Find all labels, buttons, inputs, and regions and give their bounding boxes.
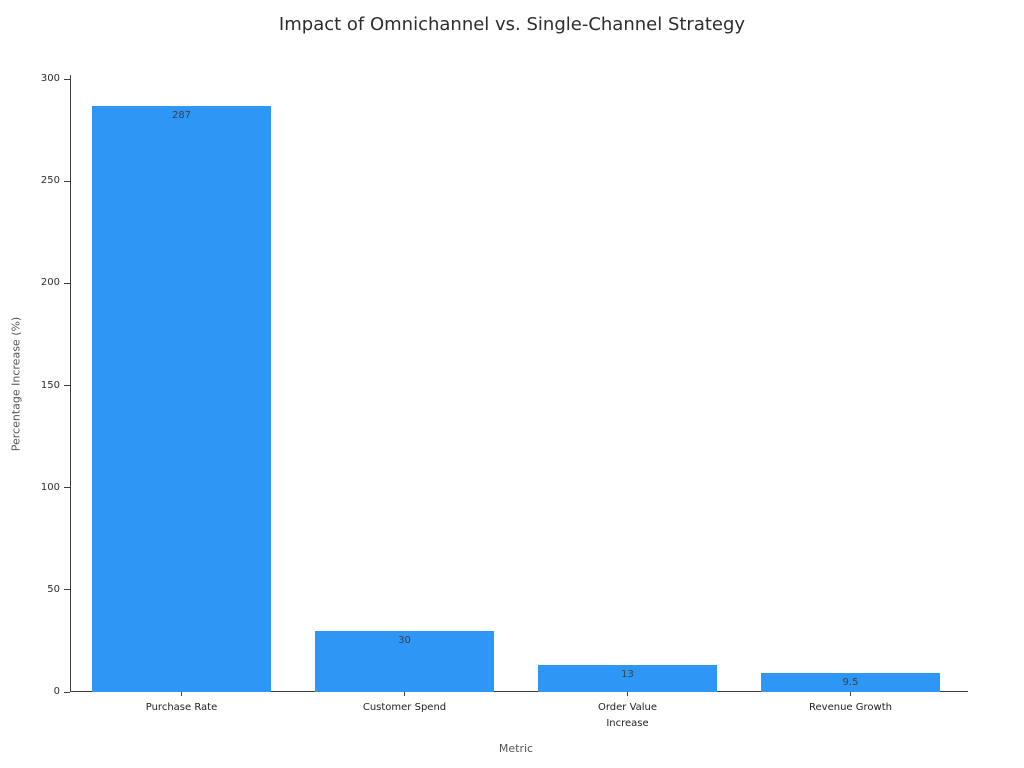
bar-value-label: 13 <box>621 669 634 681</box>
x-tick-label: Order Value Increase <box>597 702 658 729</box>
y-tick-label: 150 <box>40 379 60 391</box>
bar-value-label: 9.5 <box>842 676 859 688</box>
y-tick-label: 0 <box>53 686 60 697</box>
y-tick-mark <box>64 385 70 387</box>
bar-value-label: 30 <box>398 634 411 646</box>
y-tick-label: 100 <box>40 481 60 493</box>
bar <box>315 630 494 692</box>
y-tick-label: 50 <box>47 583 60 595</box>
x-tick-mark <box>181 692 182 696</box>
x-tick-label: Customer Spend <box>362 702 447 713</box>
y-tick-label: 200 <box>40 277 60 289</box>
plot-area: 0 50 100 150 200 250 300 287 Purchase Rate 30 Cust… <box>41 73 968 729</box>
y-axis-label: Percentage Increase (%) <box>9 316 23 452</box>
x-tick-label: Revenue Growth <box>809 702 892 713</box>
y-tick-mark <box>64 180 70 182</box>
y-axis-spine <box>70 75 71 692</box>
x-tick-mark <box>627 692 628 696</box>
x-tick-mark <box>404 692 405 696</box>
y-tick-label: 250 <box>40 175 60 187</box>
bar <box>538 665 717 692</box>
y-tick-mark <box>64 78 70 80</box>
y-tick-mark <box>64 691 70 693</box>
chart-title: Impact of Omnichannel vs. Single-Channel… <box>278 14 746 35</box>
bar <box>761 672 940 692</box>
y-tick-mark <box>64 487 70 489</box>
bar <box>92 105 271 692</box>
y-tick-mark <box>64 282 70 284</box>
y-tick-mark <box>64 589 70 591</box>
bar-value-label: 287 <box>171 109 192 121</box>
x-axis-spine <box>70 691 968 692</box>
x-axis-label: Metric <box>498 742 534 755</box>
x-tick-label: Purchase Rate <box>145 702 218 713</box>
x-tick-mark <box>850 692 851 696</box>
y-tick-label: 300 <box>40 73 60 85</box>
